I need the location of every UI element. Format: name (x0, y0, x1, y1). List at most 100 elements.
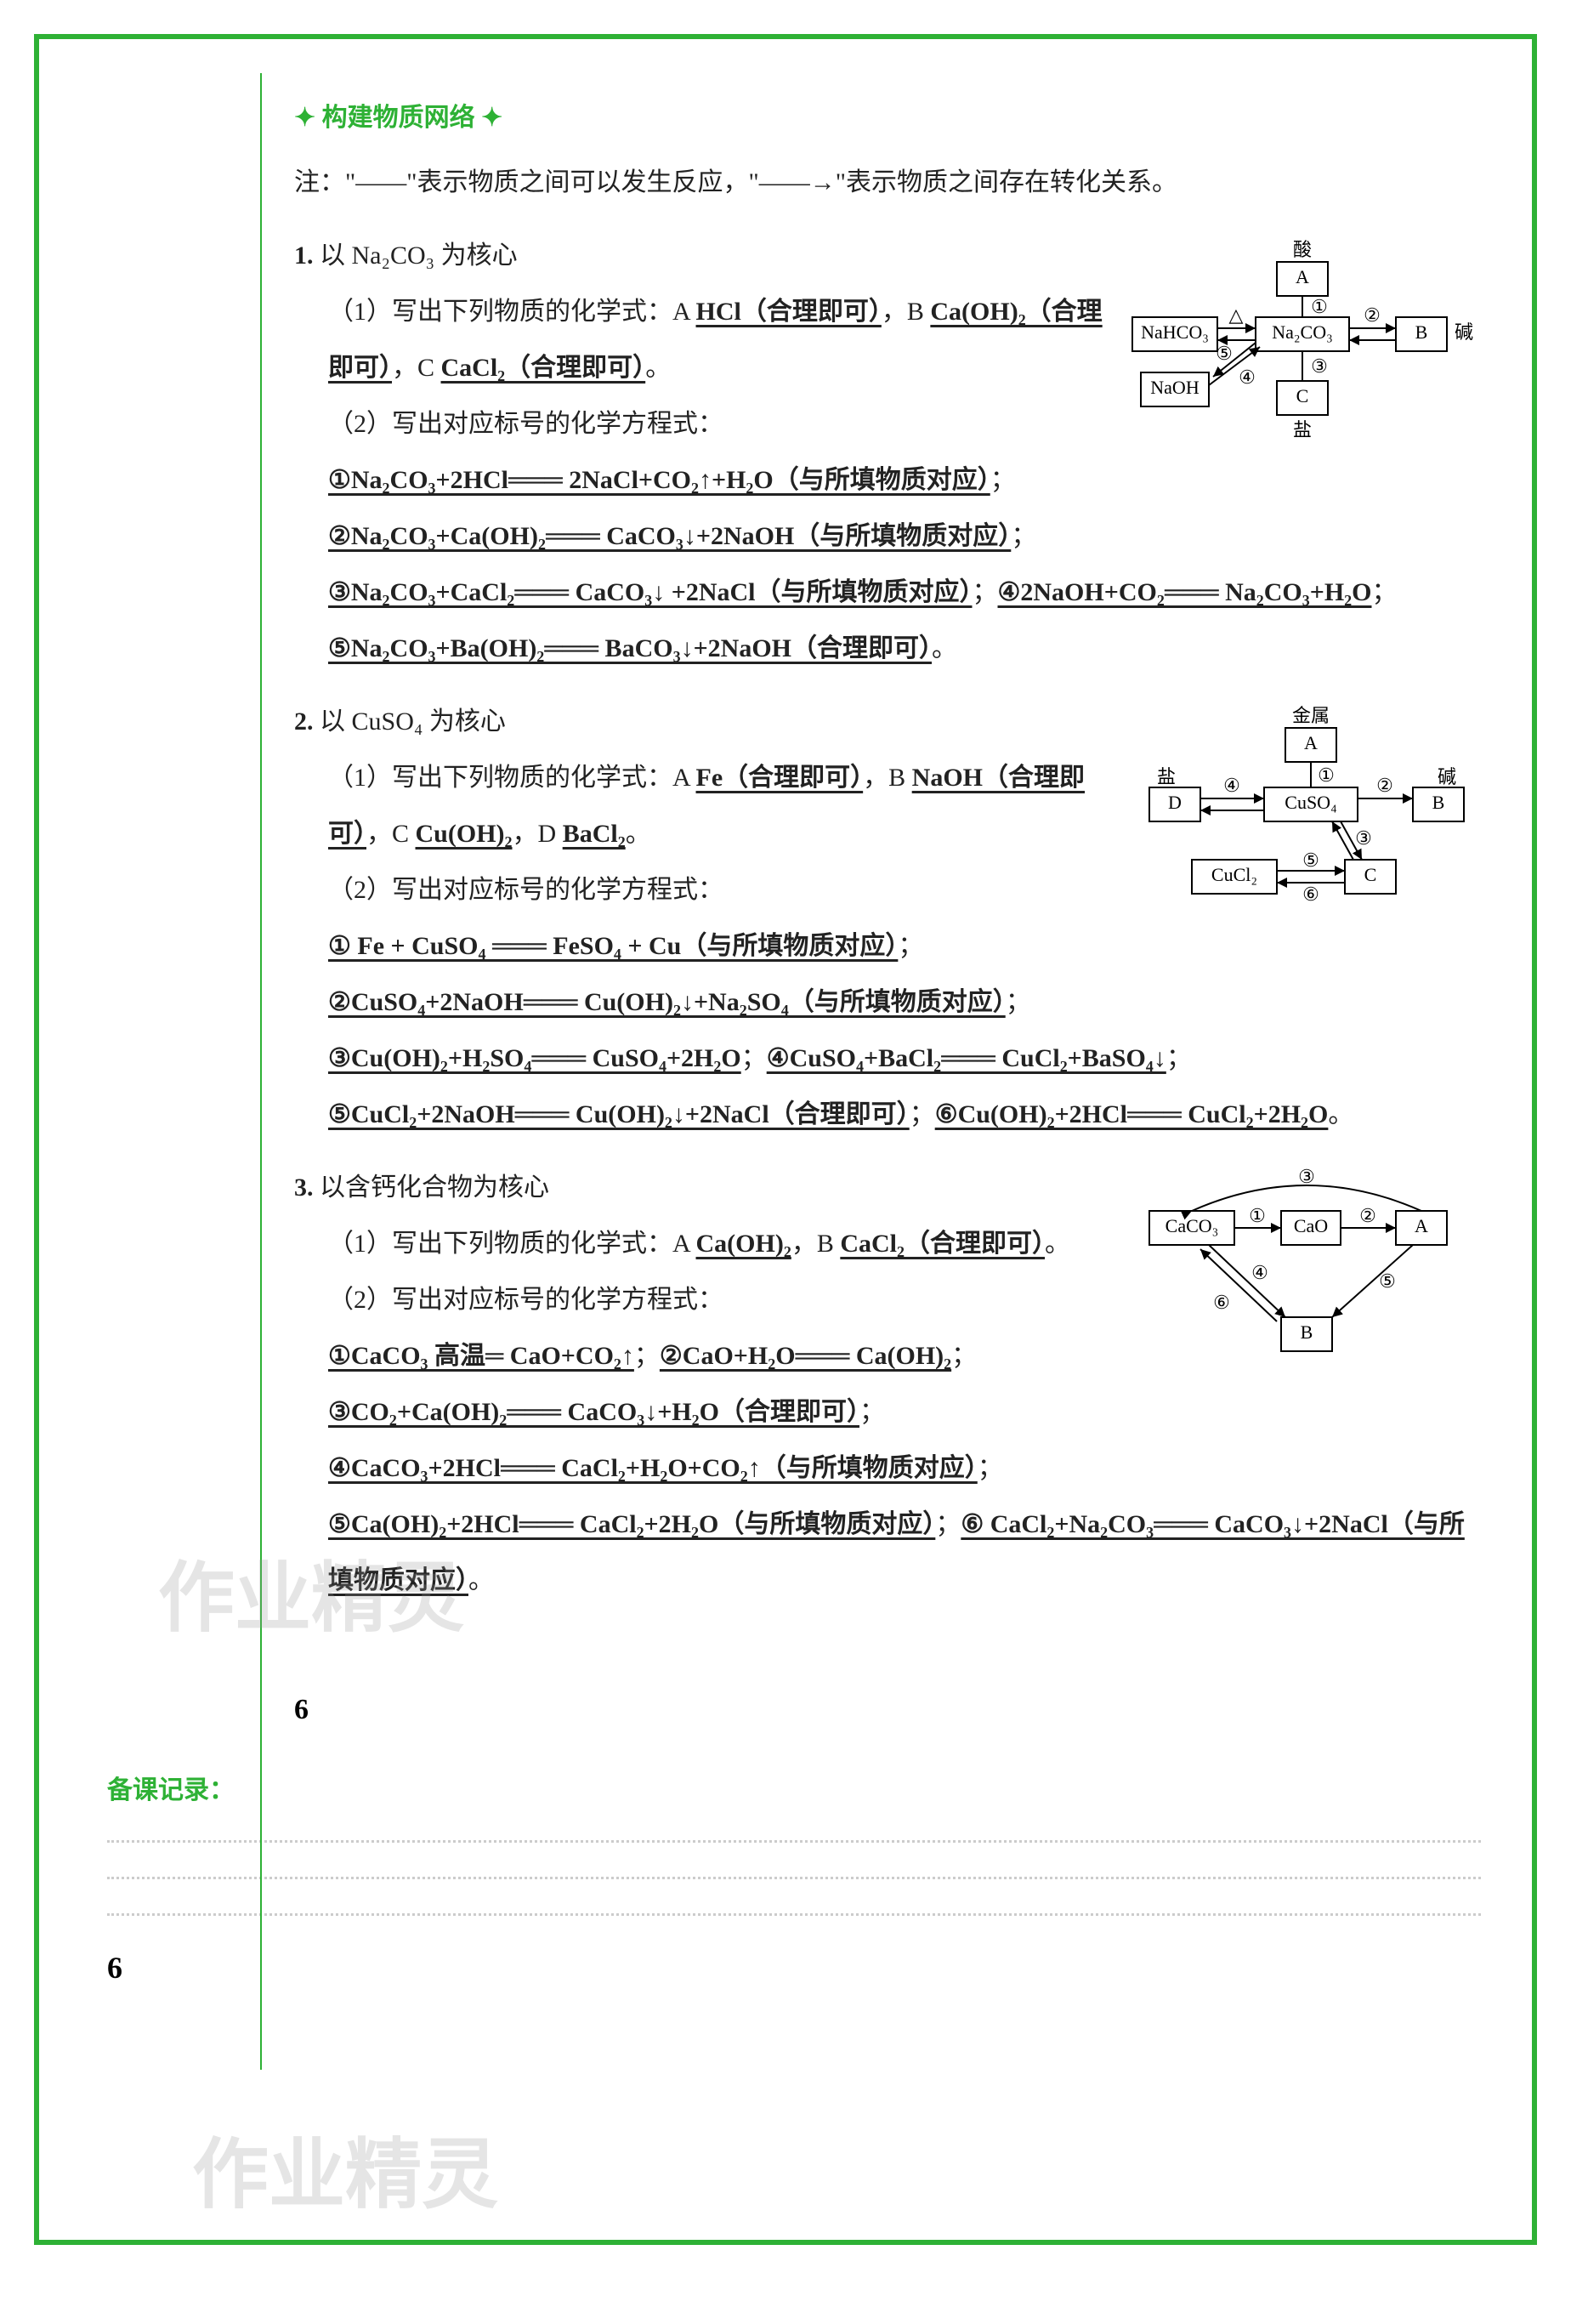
d1-m1: ① (1311, 296, 1328, 317)
q3-e6-sep: ； (935, 1510, 961, 1538)
d1-m2: ② (1364, 304, 1381, 326)
d2-m3: ③ (1355, 827, 1372, 849)
q2-ans-a: Fe（合理即可） (696, 764, 864, 792)
q3-e3: ③CO₂+Ca(OH)₂═══ CaCO₃↓+H₂O（合理即可） (328, 1398, 859, 1426)
q1-p1-suffix: 。 (645, 354, 671, 382)
q1-e2-suffix: ； (1011, 522, 1036, 550)
q1-eqs: ①Na₂CO₃+2HCl═══ 2NaCl+CO₂↑+H₂O（与所填物质对应）；… (328, 452, 1481, 677)
q2-p1-prefix: （1）写出下列物质的化学式：A (328, 764, 696, 792)
vertical-divider (260, 73, 262, 2070)
d3-c: CaO (1294, 1215, 1328, 1236)
q3-e2-suffix: ； (951, 1342, 977, 1370)
q3-num: 3. (294, 1173, 314, 1202)
d3-m6: ⑥ (1213, 1292, 1230, 1313)
d3-m3: ③ (1298, 1168, 1315, 1187)
notes-section: 备课记录： 6 (107, 1752, 1481, 1986)
content-area: ✦ 构建物质网络 ✦ 注："——"表示物质之间可以发生反应，"——→"表示物质之… (294, 90, 1481, 1609)
diagram-2: 金属 A 盐 D CuSO₄ 碱 B CuCl₂ C ① ② ③ ④ (1141, 702, 1481, 923)
q3-e4: ④CaCO₃+2HCl═══ CaCl₂+H₂O+CO₂↑（与所填物质对应） (328, 1454, 978, 1482)
q2-e2: ②CuSO₄+2NaOH═══ Cu(OH)₂↓+Na₂SO₄（与所填物质对应） (328, 988, 1006, 1016)
q2-e6-sep: ； (910, 1100, 935, 1128)
q2-e5: ⑤CuCl₂+2NaOH═══ Cu(OH)₂↓+2NaCl（合理即可） (328, 1100, 910, 1128)
d1-label-salt: 盐 (1293, 419, 1312, 440)
dotted-line-2 (107, 1877, 1481, 1879)
q2-e6: ⑥Cu(OH)₂+2HCl═══ CuCl₂+2H₂O (935, 1100, 1329, 1128)
d1-C: C (1296, 385, 1309, 406)
q1-ans-c: CaCl₂（合理即可） (441, 354, 646, 382)
d1-m3: ③ (1311, 355, 1328, 377)
q3-ans-a: Ca(OH)₂ (696, 1230, 791, 1258)
d1-label-base: 碱 (1455, 321, 1473, 343)
q2-e2-suffix: ； (1006, 988, 1031, 1016)
section-title: ✦ 构建物质网络 ✦ (294, 90, 1481, 146)
q3-e2-sep: ； (634, 1342, 660, 1370)
q2-eqs: ① Fe + CuSO₄ ═══ FeSO₄ + Cu（与所填物质对应）； ②C… (328, 918, 1481, 1143)
question-1: 酸 A NaHCO₃ NaOH Na₂CO₃ B 碱 C 盐 ① ② ③ ④ ⑤ (294, 228, 1481, 677)
d1-NaOH: NaOH (1150, 377, 1200, 398)
q2-e3: ③Cu(OH)₂+H₂SO₄═══ CuSO₄+2H₂O (328, 1044, 741, 1072)
q2-p1-suffix: 。 (626, 820, 651, 848)
q2-e4-suffix: ； (1166, 1044, 1192, 1072)
dotted-line-3 (107, 1913, 1481, 1916)
q3-e6-suffix: 。 (468, 1566, 494, 1594)
q1-e2-sep: ； (990, 466, 1016, 494)
d1-B: B (1415, 321, 1428, 343)
d2-B: B (1432, 792, 1445, 813)
d3-r: A (1415, 1215, 1428, 1236)
d1-m5: ⑤ (1216, 343, 1233, 364)
q2-stem: 以 CuSO₄ 为核心 (320, 707, 506, 736)
q3-e4-suffix: ； (978, 1454, 1003, 1482)
q1-p1-cprefix: ，C (392, 354, 441, 382)
question-3: CaCO₃ CaO A B ① ② ③ ④ ⑤ ⑥ 3. 以含钙化合物为核心 （ (294, 1160, 1481, 1609)
page-frame: ✦ 构建物质网络 ✦ 注："——"表示物质之间可以发生反应，"——→"表示物质之… (34, 34, 1537, 2245)
d3-m5: ⑤ (1379, 1270, 1396, 1292)
d3-m2: ② (1359, 1205, 1376, 1226)
q1-num: 1. (294, 241, 314, 270)
d1-delta: △ (1229, 304, 1244, 326)
q1-ans-a: HCl（合理即可） (696, 298, 882, 326)
d3-b: B (1301, 1321, 1313, 1343)
d2-m4: ④ (1223, 775, 1240, 796)
q1-e4-sep: ； (973, 578, 998, 606)
d3-l: CaCO₃ (1165, 1215, 1219, 1236)
d2-m1: ① (1318, 764, 1335, 786)
q1-e2: ②Na₂CO₃+Ca(OH)₂═══ CaCO₃↓+2NaOH（与所填物质对应） (328, 522, 1011, 550)
d2-m6: ⑥ (1302, 884, 1319, 905)
d2-m2: ② (1376, 775, 1393, 796)
q3-e5: ⑤Ca(OH)₂+2HCl═══ CaCl₂+2H₂O（与所填物质对应） (328, 1510, 935, 1538)
q2-ans-c: Cu(OH)₂ (416, 820, 513, 848)
q3-e1: ①CaCO₃ 高温═ CaO+CO₂↑ (328, 1342, 634, 1370)
q3-p1-suffix: 。 (1045, 1230, 1070, 1258)
d2-D: D (1168, 792, 1182, 813)
inner-page-number: 6 (294, 1694, 1481, 1726)
watermark-2: 作业精灵 (192, 2112, 498, 2223)
bottom-page-number: 6 (107, 1950, 1481, 1986)
q2-e6-suffix: 。 (1328, 1100, 1353, 1128)
q1-stem: 以 Na₂CO₃ 为核心 (320, 241, 518, 270)
q3-e2: ②CaO+H₂O═══ Ca(OH)₂ (660, 1342, 951, 1370)
d2-center: CuSO₄ (1285, 792, 1336, 813)
q3-e3-suffix: ； (859, 1398, 885, 1426)
q1-p1-prefix: （1）写出下列物质的化学式：A (328, 298, 696, 326)
note-line: 注："——"表示物质之间可以发生反应，"——→"表示物质之间存在转化关系。 (294, 155, 1481, 211)
d1-center: Na₂CO₃ (1272, 321, 1333, 343)
q1-e3: ③Na₂CO₃+CaCl₂═══ CaCO₃↓ +2NaCl（与所填物质对应） (328, 578, 973, 606)
q1-e5-suffix: 。 (932, 634, 957, 662)
diagram-3: CaCO₃ CaO A B ① ② ③ ④ ⑤ ⑥ (1141, 1168, 1481, 1372)
notes-label: 备课记录： (107, 1769, 1481, 1806)
d2-C: C (1364, 864, 1377, 885)
d3-m4: ④ (1251, 1262, 1268, 1283)
d2-A: A (1304, 732, 1318, 753)
q2-p1-cprefix: ，C (366, 820, 416, 848)
q1-e4-suffix: ； (1372, 578, 1398, 606)
q1-e4: ④2NaOH+CO₂═══ Na₂CO₃+H₂O (998, 578, 1372, 606)
q3-stem: 以含钙化合物为核心 (320, 1173, 549, 1202)
d1-label-acid: 酸 (1293, 239, 1312, 260)
dotted-line-1 (107, 1840, 1481, 1843)
q3-p1-prefix: （1）写出下列物质的化学式：A (328, 1230, 696, 1258)
d2-m5: ⑤ (1302, 849, 1319, 871)
q2-e2-sep: ； (898, 932, 923, 960)
q1-e1: ①Na₂CO₃+2HCl═══ 2NaCl+CO₂↑+H₂O（与所填物质对应） (328, 466, 990, 494)
d1-m4: ④ (1239, 366, 1256, 388)
q2-ans-d: BaCl₂ (563, 820, 626, 848)
